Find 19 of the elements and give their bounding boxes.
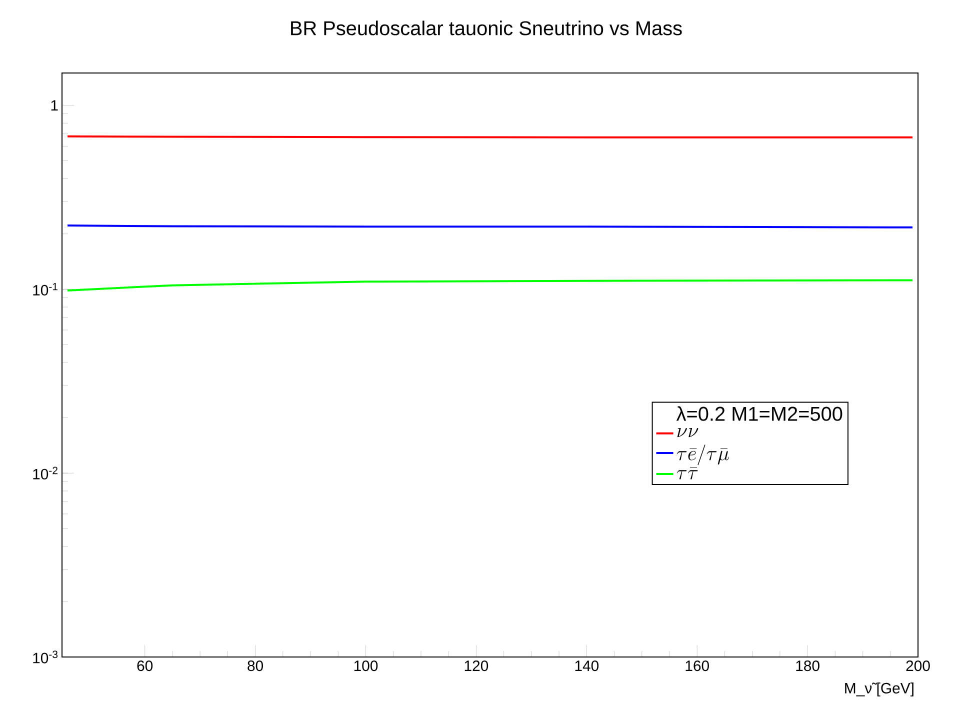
x-tick-label: 160 [686,660,709,672]
x-tick-label: 200 [906,660,930,672]
y-tick-label: 1 [51,100,58,110]
x-tick-label: 60 [137,660,153,672]
legend-label: $\tau\bar{e}/\tau\bar{\mu}$ [676,444,729,466]
x-tick-label: 180 [796,660,820,672]
legend-title: λ=0.2 M1=M2=500 [676,406,842,421]
legend-label: $\tau\bar{\tau}$ [676,467,698,480]
y-tick-label: 10$^{-3}$ [33,650,58,664]
x-tick-label: 100 [354,660,378,672]
x-tick-label: 120 [464,660,488,672]
legend-label: $\nu\nu$ [677,428,698,438]
x-axis-title: M_ν̃ [GeV] [845,682,914,696]
y-tick-label: 10$^{-2}$ [33,466,58,480]
x-tick-label: 140 [575,660,599,672]
y-tick-label: 10$^{-1}$ [33,282,58,296]
chart-title: BR Pseudoscalar tauonic Sneutrino vs Mass [291,20,682,36]
line-series [66,279,914,292]
x-tick-label: 80 [248,660,264,672]
